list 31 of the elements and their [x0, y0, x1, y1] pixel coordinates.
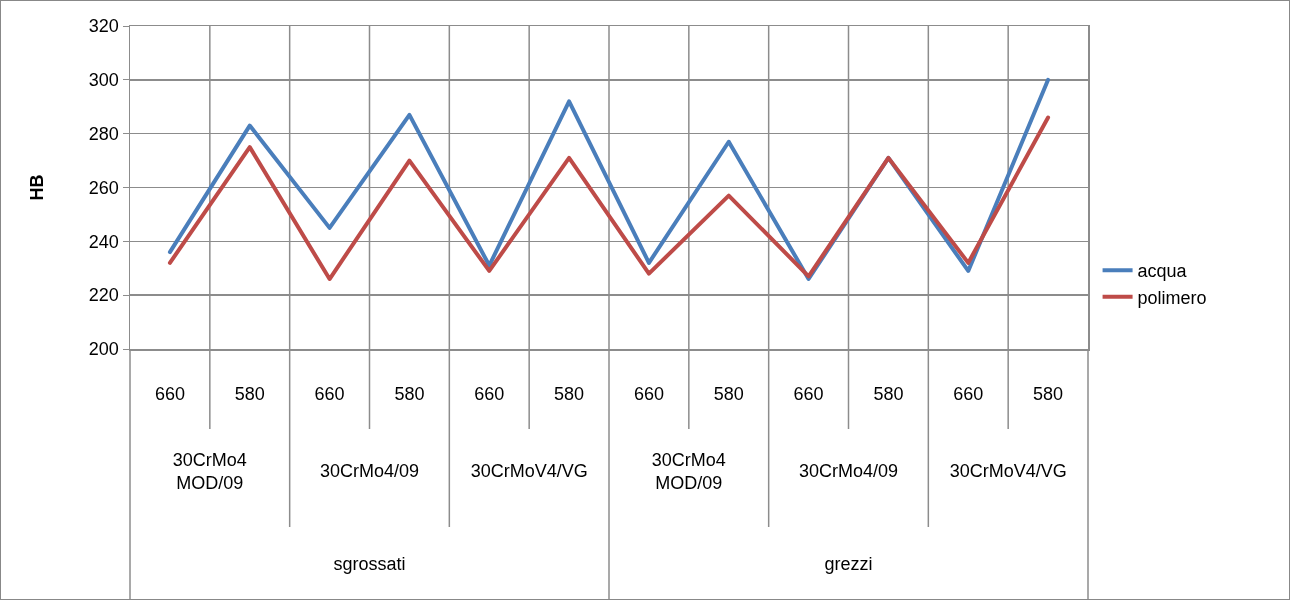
- text: sgrossati: [333, 552, 406, 576]
- legend-label: polimero: [1137, 287, 1207, 308]
- y-tick-label: 200: [88, 339, 119, 360]
- x-tick-label: 580: [234, 384, 265, 405]
- x-tick-label: 580: [394, 384, 425, 405]
- text: 30CrMoV4/VG: [949, 459, 1067, 483]
- text: 30CrMo4/09: [319, 459, 420, 483]
- y-tick-label: 240: [88, 231, 119, 252]
- text: 30CrMoV4/VG: [470, 459, 588, 483]
- y-tick-label: 300: [88, 70, 119, 91]
- text: 30CrMo4 MOD/09: [651, 448, 726, 494]
- x-tick-label: 660: [953, 384, 984, 405]
- x-tick-label: 660: [154, 384, 185, 405]
- y-tick-label: 280: [88, 123, 119, 144]
- text: 30CrMo4 MOD/09: [172, 448, 247, 494]
- text: grezzi: [824, 552, 873, 576]
- y-axis-title: HB: [27, 174, 48, 201]
- legend-label: acqua: [1137, 261, 1188, 282]
- y-tick-label: 220: [88, 285, 119, 306]
- x-tick-label: 580: [554, 384, 585, 405]
- x-tick-label: 580: [873, 384, 904, 405]
- text: 30CrMo4/09: [798, 459, 899, 483]
- x-tick-label: 580: [1033, 384, 1064, 405]
- y-tick-label: 320: [88, 16, 119, 37]
- x-tick-label: 660: [474, 384, 505, 405]
- x-tick-label: 660: [314, 384, 345, 405]
- x-tick-label: 580: [713, 384, 744, 405]
- x-tick-label: 660: [633, 384, 664, 405]
- y-tick-label: 260: [88, 177, 119, 198]
- x-tick-label: 660: [793, 384, 824, 405]
- line-series: [167, 115, 1051, 282]
